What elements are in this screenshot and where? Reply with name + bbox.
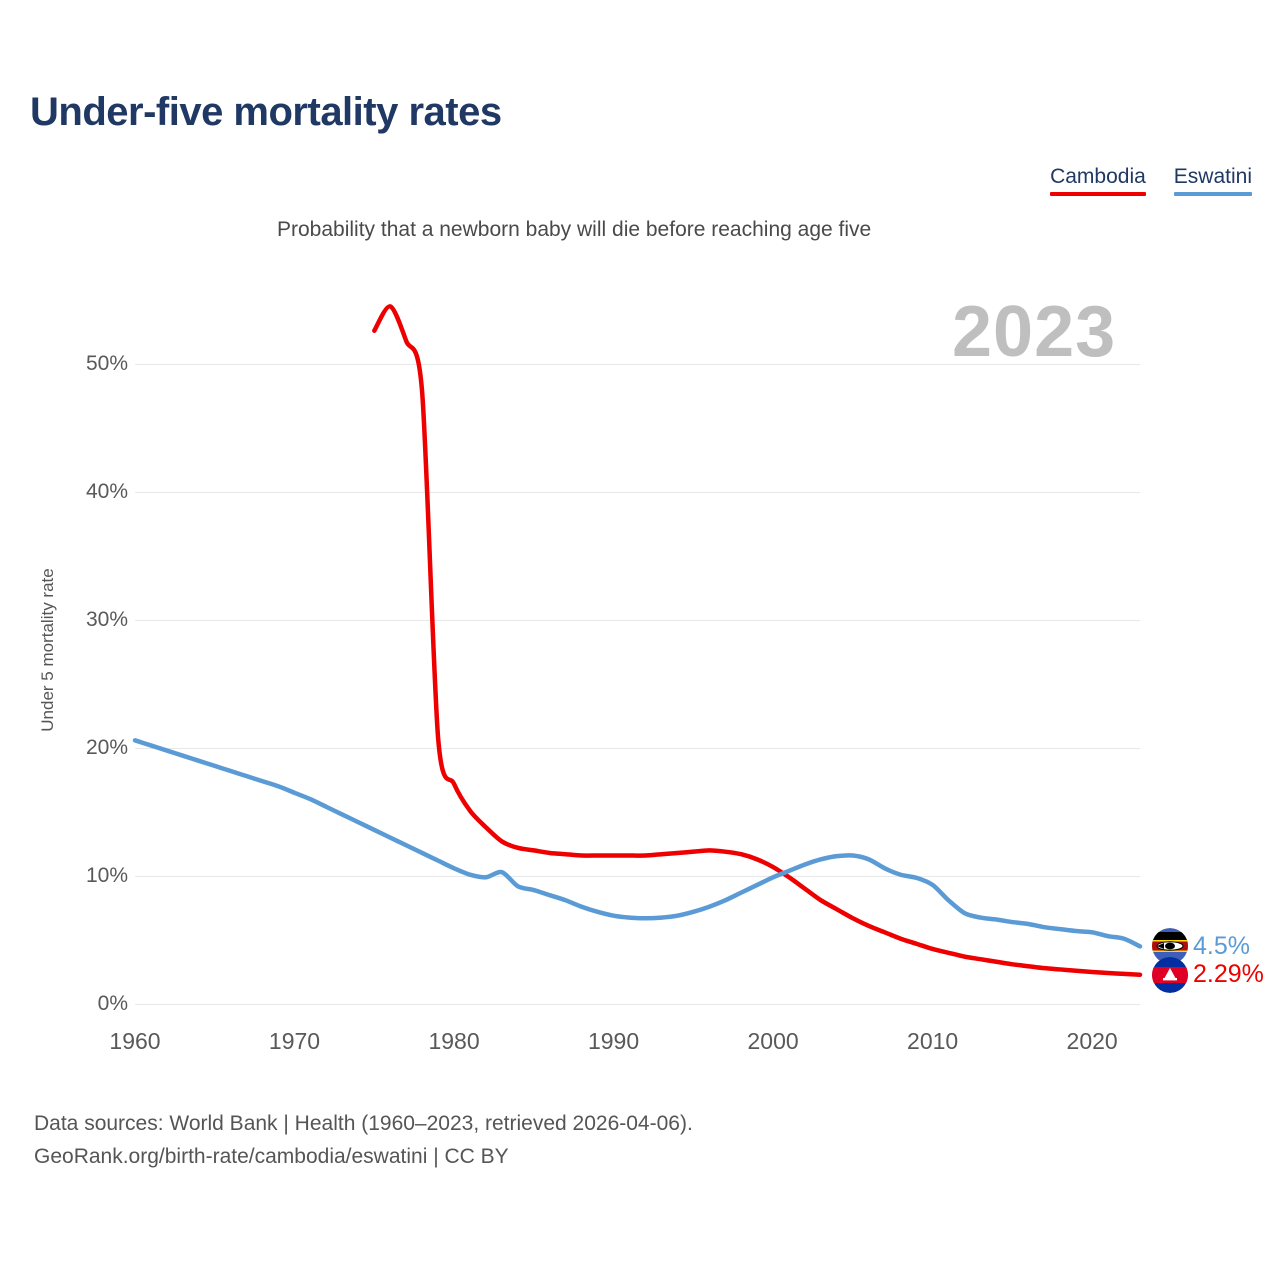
legend-swatch-cambodia bbox=[1050, 192, 1146, 197]
gridline bbox=[135, 748, 1140, 749]
y-tick-label: 50% bbox=[85, 352, 128, 375]
y-tick-label: 30% bbox=[85, 608, 128, 631]
x-tick-label: 1960 bbox=[109, 1028, 161, 1054]
gridline bbox=[135, 1004, 1140, 1005]
endpoint-value-eswatini: 4.5% bbox=[1193, 931, 1250, 960]
legend-label-eswatini: Eswatini bbox=[1173, 165, 1252, 188]
line-cambodia bbox=[372, 304, 1143, 977]
gridline bbox=[135, 876, 1140, 877]
cambodia-flag-icon bbox=[1152, 956, 1188, 993]
x-tick-label: 1970 bbox=[268, 1028, 321, 1054]
series-lines bbox=[132, 304, 1143, 977]
y-tick-label: 40% bbox=[85, 480, 128, 503]
legend-item-cambodia[interactable]: Cambodia bbox=[1050, 165, 1146, 197]
eswatini-flag-icon bbox=[1152, 928, 1188, 965]
y-tick-label: 20% bbox=[85, 736, 128, 759]
chart-subtitle: Probability that a newborn baby will die… bbox=[277, 218, 872, 241]
endpoint-eswatini[interactable]: 4.5% bbox=[1152, 928, 1250, 965]
year-watermark: 2023 bbox=[952, 292, 1117, 372]
legend: Cambodia Eswatini bbox=[1050, 165, 1252, 197]
footer: Data sources: World Bank | Health (1960–… bbox=[34, 1108, 693, 1173]
page-title: Under-five mortality rates bbox=[30, 90, 502, 134]
x-tick-label: 2000 bbox=[747, 1028, 799, 1054]
y-tick-label: 10% bbox=[85, 864, 128, 887]
gridline bbox=[135, 492, 1140, 493]
x-tick-label: 1980 bbox=[428, 1028, 480, 1054]
legend-item-eswatini[interactable]: Eswatini bbox=[1173, 165, 1252, 197]
y-tick-label: 0% bbox=[97, 992, 128, 1015]
footer-line-attribution: GeoRank.org/birth-rate/cambodia/eswatini… bbox=[34, 1144, 509, 1168]
plot-area bbox=[132, 300, 1143, 1005]
endpoint-value-cambodia: 2.29% bbox=[1193, 960, 1264, 989]
legend-label-cambodia: Cambodia bbox=[1050, 165, 1146, 188]
y-axis-label: Under 5 mortality rate bbox=[38, 568, 57, 732]
legend-swatch-eswatini bbox=[1173, 192, 1252, 197]
x-tick-label: 2020 bbox=[1066, 1028, 1118, 1054]
footer-line-sources: Data sources: World Bank | Health (1960–… bbox=[34, 1112, 693, 1135]
x-tick-label: 1990 bbox=[587, 1028, 640, 1054]
gridline bbox=[135, 620, 1140, 621]
line-eswatini bbox=[132, 738, 1143, 949]
endpoint-cambodia[interactable]: 2.29% bbox=[1152, 956, 1264, 993]
x-tick-label: 2010 bbox=[907, 1028, 959, 1054]
gridline bbox=[135, 364, 1140, 365]
